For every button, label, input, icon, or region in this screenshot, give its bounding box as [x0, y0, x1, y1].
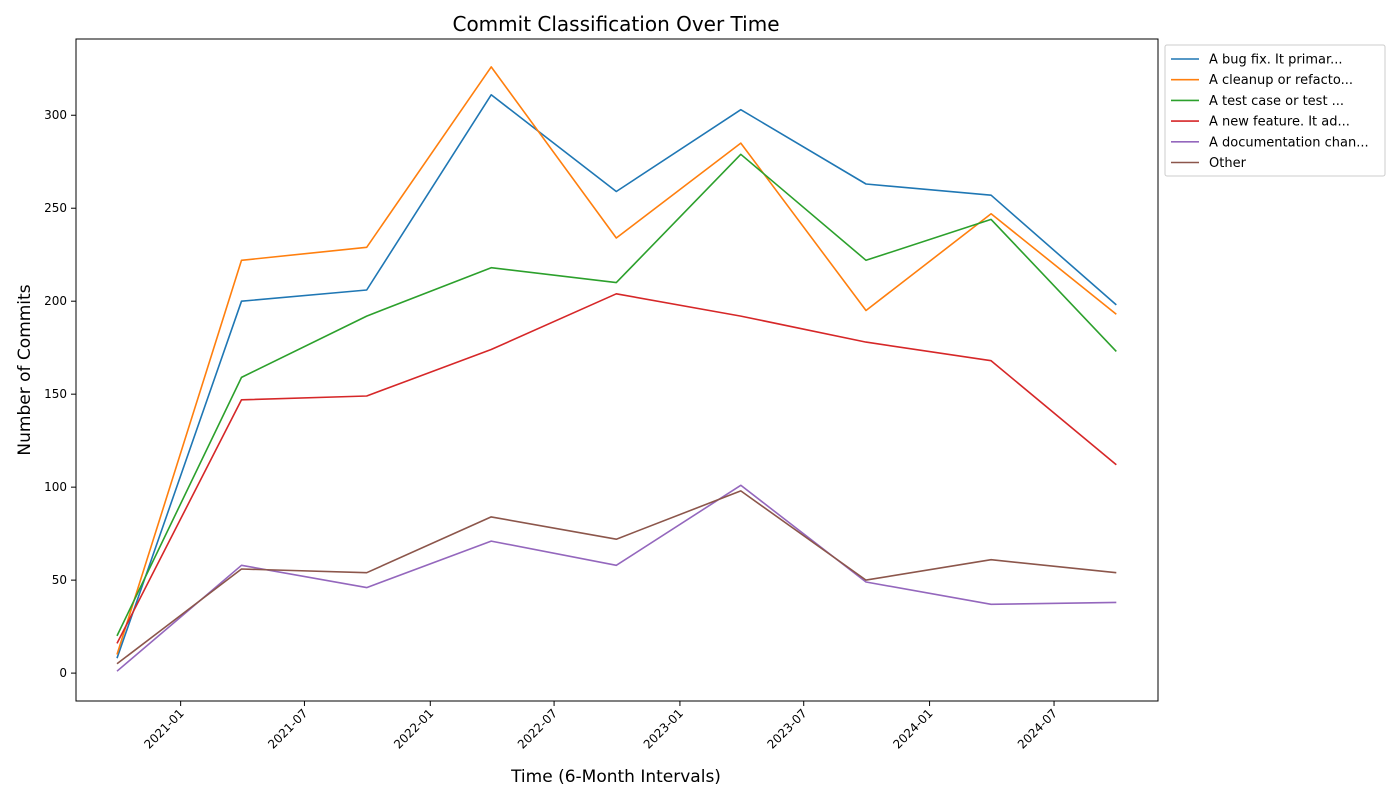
series-line-2	[116, 66, 1117, 655]
x-tick-label: 2023-01	[641, 706, 686, 751]
legend-entry: A bug fix. It primar...	[1209, 53, 1343, 68]
y-tick-label: 200	[44, 294, 67, 308]
y-tick-label: 0	[59, 666, 67, 680]
legend: A bug fix. It primar... A cleanup or refa…	[1164, 44, 1386, 177]
legend-entry: A documentation chan...	[1209, 135, 1369, 150]
series-line-4	[116, 292, 1117, 644]
x-tick-label: 2024-01	[890, 706, 935, 751]
series-line-1	[116, 94, 1117, 659]
y-axis-label: Number of Commits	[15, 284, 35, 455]
y-tick-label: 300	[44, 108, 67, 122]
x-tick-label: 2023-07	[764, 706, 809, 751]
plot-area	[75, 38, 1159, 702]
x-tick-label: 2022-01	[391, 706, 436, 751]
x-tick-label: 2022-07	[515, 706, 560, 751]
chart-title: Commit Classification Over Time	[452, 12, 779, 36]
legend-entry: A test case or test ...	[1209, 94, 1344, 109]
y-tick-label: 100	[44, 480, 67, 494]
series-lines	[116, 66, 1117, 672]
y-tick-label: 250	[44, 201, 67, 215]
x-tick-label: 2021-07	[265, 706, 310, 751]
x-axis: 2021-01 2021-07 2022-01 2022-07 2023-01 2023-…	[141, 701, 1060, 752]
x-axis-label: Time (6-Month Intervals)	[510, 767, 721, 787]
series-line-5	[116, 484, 1117, 672]
x-tick-label: 2021-01	[141, 706, 186, 751]
y-axis: 0 50 100 150 200 250 300	[44, 108, 76, 680]
legend-entry: A cleanup or refacto...	[1209, 73, 1353, 88]
series-line-6	[116, 490, 1117, 665]
y-tick-label: 150	[44, 387, 67, 401]
legend-entry: Other	[1209, 156, 1247, 171]
series-line-3	[116, 153, 1117, 637]
y-tick-label: 50	[52, 573, 67, 587]
x-tick-label: 2024-07	[1015, 706, 1060, 751]
legend-entry: A new feature. It ad...	[1209, 115, 1350, 130]
legend-box	[1164, 44, 1386, 177]
